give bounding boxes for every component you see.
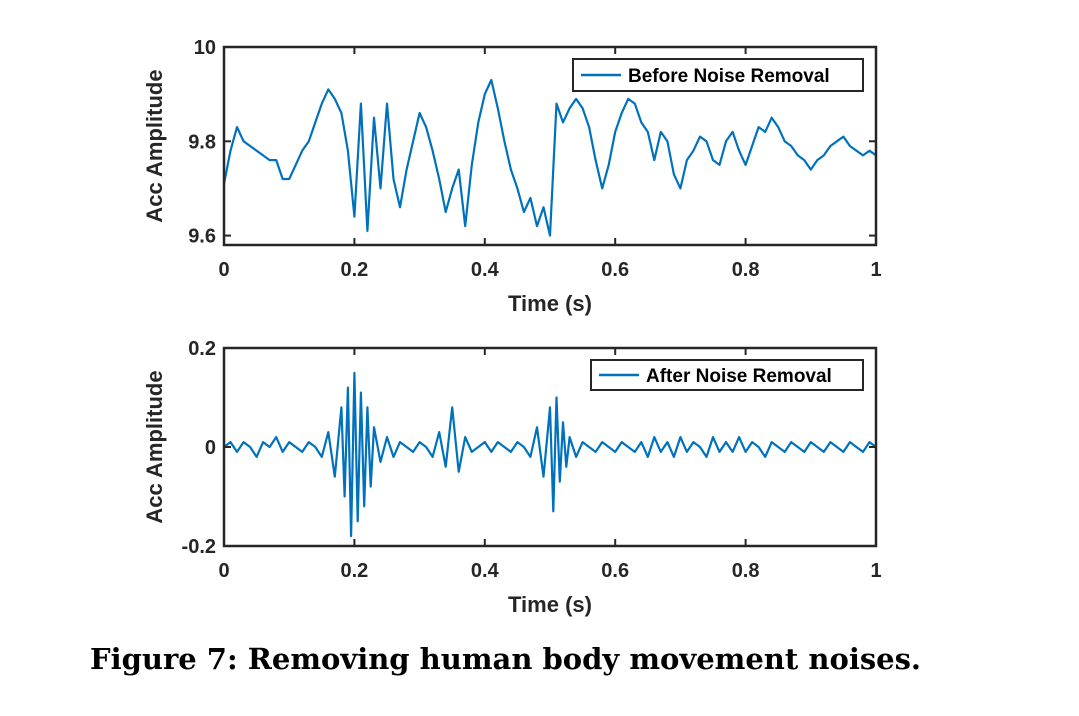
y-tick-label: 9.6 [188, 226, 216, 248]
x-tick-label: 1 [870, 259, 881, 281]
y-tick-label: 9.8 [188, 131, 216, 153]
legend-label: Before Noise Removal [628, 66, 830, 87]
axes-box [222, 45, 878, 247]
figure-caption: Figure 7: Removing human body movement n… [90, 642, 922, 676]
x-tick-label: 0.4 [471, 560, 500, 582]
x-tick-label: 0.2 [340, 259, 368, 281]
x-tick-label: 0.8 [732, 259, 760, 281]
x-tick-label: 0 [218, 560, 229, 582]
legend-box [572, 58, 864, 92]
x-tick-label: 1 [870, 560, 881, 582]
y-tick-label: 0.2 [188, 338, 216, 360]
x-tick-label: 0 [218, 259, 229, 281]
series-line-2-1 [224, 371, 876, 538]
x-axis-label: Time (s) [508, 291, 592, 316]
y-axis-label: Acc Amplitude [142, 370, 167, 523]
chart-panel-1: 0 0.2 0.4 0.6 0.8 1 9.6 9.8 10 Time (s) Acc Amplit… [142, 37, 882, 316]
legend-label: After Noise Removal [646, 366, 832, 387]
x-tick-label: 0.2 [340, 560, 368, 582]
y-tick-label: 10 [194, 37, 216, 59]
x-tick-label: 0.8 [732, 560, 760, 582]
y-tick-label: 0 [205, 437, 216, 459]
series-line-1-1 [224, 78, 876, 237]
x-tick-label: 0.4 [471, 259, 500, 281]
x-axis-label: Time (s) [508, 592, 592, 617]
x-tick-label: 0.6 [601, 560, 629, 582]
legend: After Noise Removal [590, 359, 864, 391]
legend: Before Noise Removal [572, 58, 864, 92]
y-axis-label: Acc Amplitude [142, 69, 167, 222]
x-tick-label: 0.6 [601, 259, 629, 281]
y-tick-label: -0.2 [182, 536, 216, 558]
